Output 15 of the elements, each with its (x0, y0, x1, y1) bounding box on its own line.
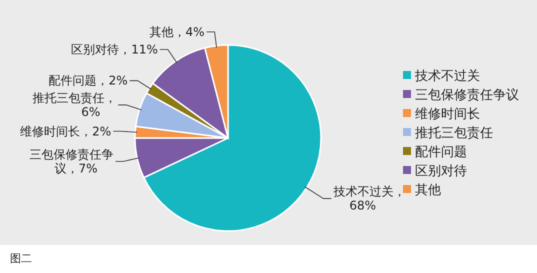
legend-label: 三包保修责任争议 (415, 88, 519, 103)
data-label: 技术不过关，68% (332, 184, 406, 213)
data-label: 区别对待，11% (71, 42, 158, 56)
data-label: 推托三包责任，6% (32, 90, 116, 119)
legend-label: 其他 (415, 183, 441, 198)
text: 图二 (10, 252, 32, 265)
legend-label: 推托三包责任 (415, 126, 493, 141)
legend-label: 区别对待 (415, 164, 467, 179)
data-label: 三包保修责任争议，7% (30, 147, 114, 176)
legend-label: 配件问题 (415, 145, 467, 160)
legend-label: 技术不过关 (414, 69, 480, 84)
legend-label: 维修时间长 (415, 107, 480, 122)
data-label: 配件问题，2% (48, 74, 128, 88)
data-label: 维修时间长，2% (20, 124, 112, 138)
data-label: 其他，4% (150, 24, 205, 39)
